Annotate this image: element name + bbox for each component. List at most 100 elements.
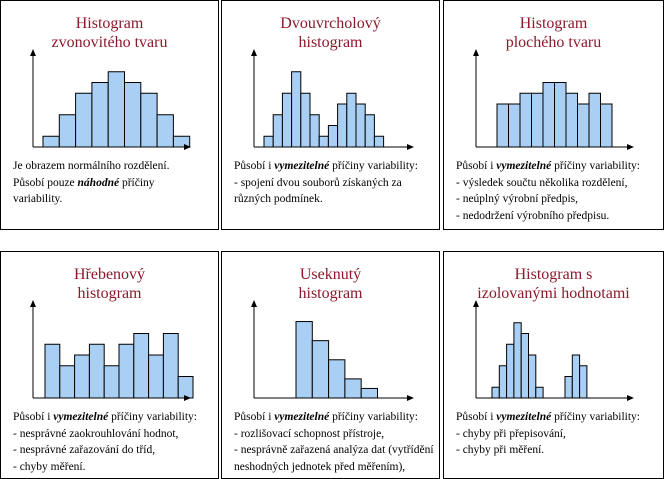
description-line: - chyby při měření. [456, 442, 657, 459]
histogram-bar [588, 92, 601, 148]
description-line: neshodných jednotek před měřením), [234, 459, 433, 476]
description-text: Působí i [234, 160, 275, 172]
histogram-bar [506, 343, 515, 399]
histogram-chart [30, 49, 191, 150]
description-text: Působí i [234, 411, 275, 423]
description-line: - nesprávné zaokrouhlování hodnot, [13, 426, 212, 443]
panel-description: Působí i vymezitelné příčiny variability… [456, 158, 657, 224]
histogram-bar [346, 92, 357, 148]
description-text: - nesprávné zařazování do tříd, [13, 444, 156, 456]
x-axis-arrow-icon [407, 144, 414, 150]
histogram-bar [577, 103, 590, 148]
panel-isolated-values: Histogram s izolovanými hodnotami Působí … [443, 251, 664, 479]
panel-title: Histogram plochého tvaru [505, 15, 602, 51]
description-text: neshodných jednotek před měřením), [234, 460, 406, 473]
panel-title: Histogram zvonovitého tvaru [51, 15, 168, 51]
emphasized-term: vymezitelné [53, 411, 109, 423]
histogram-bar [74, 354, 90, 399]
description-line: Působí i vymezitelné příčiny variability… [234, 409, 433, 426]
description-line: - chyby při přepisování, [456, 426, 657, 443]
panel-description: Působí i vymezitelné příčiny variability… [456, 409, 657, 459]
panel-plateau: Histogram plochého tvaru Působí i vymezit… [443, 0, 664, 230]
histogram-chart [251, 300, 414, 401]
histogram-bar [535, 386, 544, 399]
description-line: - spojení dvou souborů získaných za [234, 175, 433, 192]
description-text: Působí i [13, 411, 54, 423]
histogram-bar [528, 354, 537, 399]
panel-title: Histogram s izolovanými hodnotami [477, 266, 630, 302]
panel-title: Hřebenový histogram [73, 266, 146, 302]
description-text: - nesprávně zařazená analýza dat (vytříd… [234, 444, 434, 456]
histogram-bar [337, 103, 348, 148]
histogram-bar [300, 92, 311, 148]
histogram-bar [318, 135, 329, 148]
histogram-bar [177, 376, 194, 399]
histogram-bar [364, 114, 375, 148]
description-line: Působí i vymezitelné příčiny variability… [456, 158, 657, 175]
histogram-bar [344, 378, 362, 399]
histogram-bar [42, 135, 60, 148]
histogram-bar [124, 82, 142, 148]
histogram-chart [30, 300, 194, 401]
description-text: různých podmínek. [234, 193, 323, 205]
description-line: - nesprávné zařazování do tříd, [13, 442, 212, 459]
histogram-bar [44, 343, 61, 399]
histogram-bar [272, 114, 283, 148]
histogram-bar [148, 354, 164, 399]
description-text: příčiny [119, 176, 155, 189]
histogram-bar [309, 114, 320, 148]
x-axis-arrow-icon [184, 395, 191, 401]
panel-description: Je obrazem normálního rozdělení. Působí p… [13, 158, 212, 208]
panel-description: Působí i vymezitelné příčiny variability… [13, 409, 212, 475]
histogram-bar [508, 103, 521, 148]
description-text: příčiny variability: [329, 160, 418, 172]
y-axis-arrow-icon [473, 49, 479, 56]
histogram-bar [311, 340, 330, 399]
description-text: - rozlišovací schopnost přístroje, [234, 427, 385, 440]
description-line: - nesprávně zařazená analýza dat (vytříd… [234, 442, 434, 459]
description-line: - neúplný výrobní předpis, [456, 191, 657, 208]
y-axis-arrow-icon [473, 300, 479, 307]
description-text: - chyby měření. [13, 460, 86, 473]
x-axis-arrow-icon [627, 144, 634, 150]
histogram-bar [133, 333, 150, 399]
histogram-bar [491, 386, 500, 399]
y-axis-arrow-icon [251, 300, 257, 307]
emphasized-term: vymezitelné [496, 160, 552, 172]
description-text: - chyby při měření. [456, 444, 545, 456]
histogram-bar [531, 92, 544, 148]
histogram-bar [565, 92, 578, 148]
description-line: variability. [13, 191, 212, 208]
histogram-bar [564, 376, 573, 399]
histogram-bar [542, 82, 555, 148]
histogram-chart [473, 300, 634, 401]
histogram-bar [327, 125, 339, 148]
x-axis-arrow-icon [627, 395, 634, 401]
histogram-bar [103, 365, 120, 399]
emphasized-term: vymezitelné [274, 411, 330, 423]
y-axis-arrow-icon [251, 49, 257, 56]
description-text: variability. [13, 193, 63, 205]
panel-bimodal: Dvouvrcholový histogram Působí i vymezite… [221, 0, 440, 230]
histogram-bar [554, 82, 567, 148]
description-line: Je obrazem normálního rozdělení. [13, 158, 212, 175]
histogram-bar [162, 333, 179, 399]
histogram-bar [373, 135, 385, 148]
panel-title: Dvouvrcholový histogram [280, 15, 381, 51]
histogram-bar [360, 387, 378, 399]
x-axis-arrow-icon [407, 395, 414, 401]
histogram-bar [519, 92, 532, 148]
description-text: Působí i [456, 160, 497, 172]
histogram-bar [172, 135, 191, 148]
description-line: - výsledek součtu několika rozdělení, [456, 175, 657, 192]
panel-comb: Hřebenový histogram Působí i vymezitelné … [0, 251, 219, 479]
panel-truncated: Useknutý histogram Působí i vymezitelné p… [221, 251, 440, 479]
description-line: Působí i vymezitelné příčiny variability… [234, 158, 433, 175]
histogram-bar [513, 322, 522, 399]
description-text: příčiny variability: [329, 411, 418, 423]
description-text: - nedodržení výrobního předpisu. [456, 209, 610, 222]
description-text: Působí i [456, 411, 497, 423]
emphasized-term: náhodné [77, 176, 120, 189]
histogram-bar [58, 114, 77, 148]
histogram-bar [118, 343, 135, 399]
